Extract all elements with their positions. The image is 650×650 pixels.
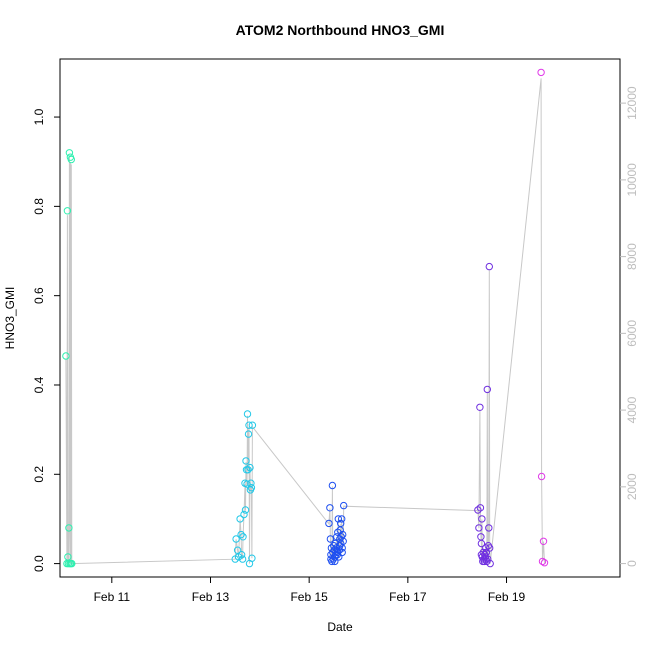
y2-tick-label: 10000 (625, 163, 639, 197)
y-axis: 0.0 0.2 0.4 0.6 0.8 1.0 (32, 108, 60, 572)
data-point (247, 484, 256, 492)
data-point (333, 551, 341, 559)
data-point (474, 506, 482, 514)
y2-tick-label: 8000 (625, 243, 639, 270)
data-point (337, 533, 345, 541)
data-point (476, 403, 484, 411)
x-axis: Feb 11 Feb 13 Feb 15 Feb 17 Feb 19 (94, 577, 526, 604)
data-point (338, 544, 346, 552)
data-point (238, 555, 247, 563)
data-point (326, 535, 335, 543)
data-point (63, 207, 72, 215)
y-tick-label: 0.0 (32, 555, 46, 572)
data-point (243, 480, 251, 488)
y2-tick-label: 0 (625, 560, 639, 567)
y-axis-label: HNO3_GMI (3, 287, 17, 350)
secondary-series-line (65, 78, 545, 565)
y2-tick-label: 12000 (625, 86, 639, 120)
data-point (248, 421, 257, 429)
data-point (328, 481, 337, 490)
data-point (482, 555, 490, 563)
data-point (483, 385, 491, 394)
y-tick-label: 1.0 (32, 108, 46, 125)
data-point (243, 410, 252, 418)
data-point (239, 533, 247, 541)
data-point (62, 352, 70, 360)
data-point (476, 504, 485, 512)
data-point (475, 524, 483, 532)
data-point (237, 530, 245, 539)
x-tick-label: Feb 15 (290, 590, 328, 604)
y2-tick-label: 6000 (625, 320, 639, 347)
data-point (486, 544, 494, 552)
data-point (237, 551, 246, 559)
y-tick-label: 0.8 (32, 198, 46, 215)
data-point (326, 504, 334, 512)
data-point (232, 535, 240, 543)
plot-frame (59, 58, 621, 578)
data-point (333, 548, 341, 557)
data-point (327, 555, 335, 563)
x-tick-label: Feb 13 (192, 590, 230, 604)
x-axis-label: Date (327, 620, 353, 634)
data-point (338, 515, 346, 523)
data-point (247, 479, 255, 487)
data-point (334, 515, 342, 523)
data-point (482, 544, 490, 552)
x-tick-label: Feb 11 (94, 590, 131, 604)
data-point (244, 466, 252, 474)
data-point (340, 501, 348, 510)
data-point (477, 539, 486, 548)
data-point (67, 155, 76, 164)
y-tick-label: 0.4 (32, 376, 46, 393)
data-point (248, 554, 256, 562)
y-tick-label: 0.2 (32, 466, 46, 483)
data-point (331, 557, 339, 566)
data-point (538, 557, 547, 566)
data-point (540, 559, 549, 567)
data-point (336, 542, 344, 550)
data-point (236, 515, 244, 523)
data-point (241, 506, 250, 514)
data-point (68, 559, 76, 568)
data-point (65, 524, 73, 532)
data-point (337, 519, 345, 528)
data-point (485, 524, 493, 532)
data-point (484, 555, 492, 563)
data-point (478, 515, 486, 523)
data-point (539, 537, 548, 545)
data-point (331, 539, 339, 548)
data-point (325, 519, 333, 528)
x-tick-label: Feb 17 (389, 590, 427, 604)
y-tick-label: 0.6 (32, 287, 46, 304)
data-point (65, 149, 74, 157)
y2-tick-label: 2000 (625, 473, 639, 500)
chart-title: ATOM2 Northbound HNO3_GMI (236, 22, 445, 38)
data-point (537, 472, 546, 481)
data-point (246, 463, 254, 472)
y-axis-right: 0 2000 4000 6000 8000 10000 12000 (620, 86, 639, 567)
data-point (240, 510, 248, 519)
data-point (242, 457, 250, 465)
data-point (477, 551, 486, 559)
data-point (485, 262, 493, 271)
data-point (245, 421, 253, 429)
x-tick-label: Feb 19 (488, 590, 526, 604)
data-point (486, 559, 494, 568)
points-layer (62, 68, 549, 568)
y2-tick-label: 4000 (625, 396, 639, 423)
data-point (244, 430, 253, 438)
secondary-series-layer (65, 78, 545, 565)
data-point (537, 68, 545, 77)
